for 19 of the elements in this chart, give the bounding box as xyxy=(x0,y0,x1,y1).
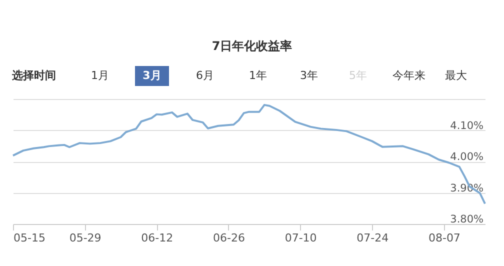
text: 今年来 xyxy=(392,68,426,84)
text: 3月 xyxy=(135,66,169,86)
y-tick-label: 4.10% xyxy=(450,120,484,132)
x-tick-label: 06-12 xyxy=(141,232,174,244)
text: 6月 xyxy=(195,68,215,84)
text: 选择时间 xyxy=(12,68,57,84)
x-tick-label: 08-07 xyxy=(428,232,460,244)
x-tick-label: 07-10 xyxy=(284,232,317,244)
y-tick-label: 4.00% xyxy=(450,151,484,163)
x-tick-label: 06-26 xyxy=(212,232,245,244)
text: 1月 xyxy=(90,68,110,84)
text: 最大 xyxy=(444,68,468,84)
text: 1年 xyxy=(248,68,268,84)
chart-title: 7日年化收益率 xyxy=(210,38,294,55)
text: 3年 xyxy=(299,68,319,84)
x-tick-label: 07-24 xyxy=(356,232,389,244)
y-tick-label: 3.80% xyxy=(450,214,484,226)
x-tick-label: 05-15 xyxy=(14,232,46,244)
x-tick-label: 05-29 xyxy=(69,232,102,244)
